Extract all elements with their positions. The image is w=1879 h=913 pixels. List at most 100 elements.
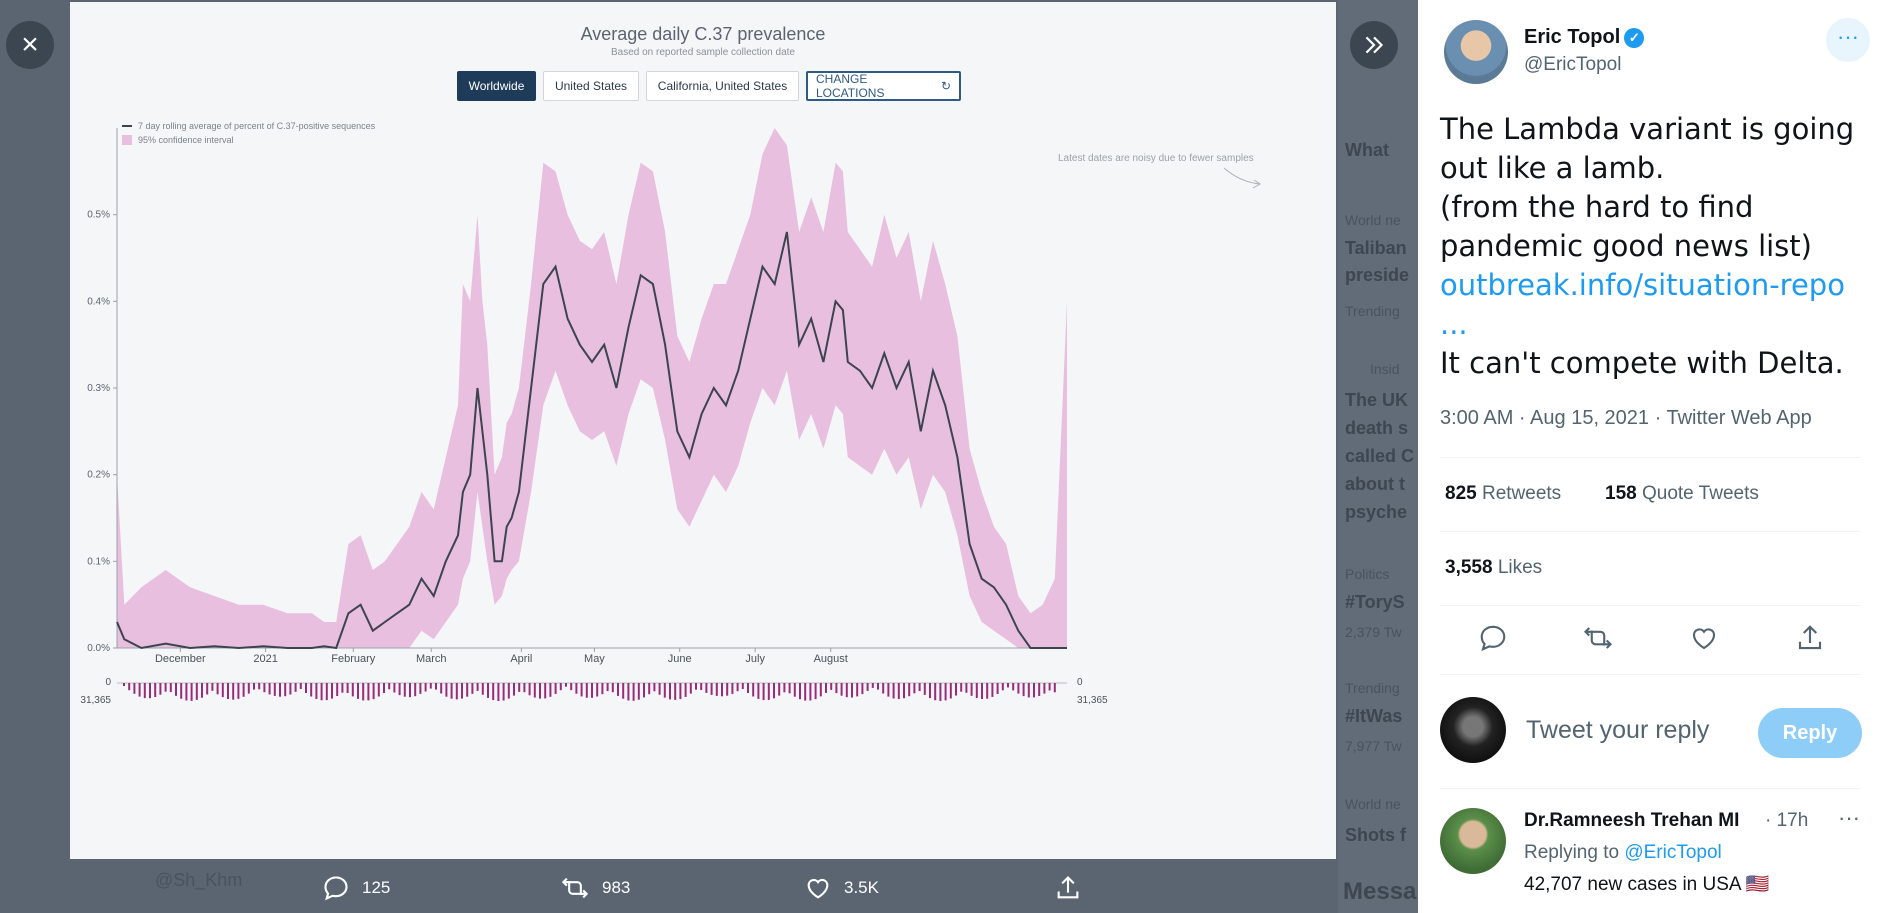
- count-bar: [575, 683, 578, 694]
- count-bar: [1053, 683, 1056, 693]
- count-bar: [565, 683, 567, 687]
- close-icon: ×: [21, 28, 39, 61]
- like-button[interactable]: [1689, 623, 1721, 655]
- likes-stat[interactable]: 3,558 Likes: [1445, 557, 1542, 579]
- heart-icon: [807, 878, 829, 899]
- count-bar: [175, 683, 177, 696]
- close-button[interactable]: ×: [6, 21, 54, 69]
- count-bar: [918, 683, 921, 692]
- media-retweet-count: 983: [602, 878, 631, 897]
- media-reply-button[interactable]: 125: [322, 874, 390, 902]
- count-bar: [502, 683, 505, 701]
- reply-author-name[interactable]: Dr.Ramneesh Trehan MI: [1524, 810, 1740, 831]
- count-bar: [793, 683, 796, 697]
- count-bar: [263, 683, 266, 693]
- location-button-united-states[interactable]: United States: [543, 71, 639, 101]
- bg-fragment: 2,379 Tw: [1345, 624, 1402, 640]
- media-retweet-button[interactable]: 983: [560, 874, 630, 902]
- reply-submit-button[interactable]: Reply: [1758, 708, 1862, 758]
- count-bar: [965, 683, 968, 693]
- count-bar: [180, 683, 183, 699]
- replying-to-handle[interactable]: @EricTopol: [1624, 842, 1722, 863]
- note-arrowhead: [1252, 179, 1261, 189]
- x-tick-label: July: [745, 653, 765, 665]
- reply-more-button[interactable]: ···: [1838, 805, 1860, 830]
- retweets-stat[interactable]: 825 Retweets: [1445, 483, 1561, 505]
- replying-to: Replying to @EricTopol: [1524, 842, 1722, 864]
- expand-sidebar-button[interactable]: [1350, 21, 1398, 69]
- count-bar: [996, 683, 999, 694]
- legend-band: 95% confidence interval: [122, 135, 234, 145]
- count-bar: [596, 683, 599, 697]
- bg-fragment: What: [1345, 140, 1389, 160]
- count-bar: [913, 683, 916, 694]
- share-button[interactable]: [1795, 623, 1827, 655]
- count-bar: [190, 683, 193, 701]
- count-bar: [367, 683, 370, 701]
- author-avatar[interactable]: [1444, 20, 1508, 84]
- quote-tweets-stat[interactable]: 158 Quote Tweets: [1605, 483, 1759, 505]
- count-bar: [580, 683, 583, 697]
- count-bar: [830, 683, 833, 690]
- count-bar: [799, 683, 801, 700]
- count-bar: [409, 683, 411, 698]
- count-bar: [294, 683, 297, 692]
- count-bar: [539, 683, 541, 699]
- count-bar: [934, 683, 937, 701]
- quote-tweets-count: 158: [1605, 483, 1637, 504]
- count-bar: [851, 683, 853, 698]
- count-bar: [1027, 683, 1030, 698]
- count-bar: [970, 683, 973, 696]
- chart-image: Average daily C.37 prevalence Based on r…: [70, 2, 1336, 859]
- bg-fragment: death s: [1345, 418, 1409, 438]
- tweet-link[interactable]: outbreak.info/situation-repo: [1440, 268, 1845, 302]
- media-like-button[interactable]: 3.5K: [804, 874, 879, 902]
- count-bar: [658, 683, 661, 695]
- count-bar: [991, 683, 994, 697]
- tweet-link-ellipsis[interactable]: ...: [1440, 307, 1468, 341]
- double-chevron-icon: [1365, 36, 1384, 54]
- count-bar: [331, 683, 333, 699]
- divider: [1440, 457, 1860, 458]
- location-button-worldwide[interactable]: Worldwide: [457, 71, 536, 101]
- author-name[interactable]: Eric Topol ✓: [1524, 26, 1645, 49]
- count-bar: [845, 683, 848, 698]
- more-options-button[interactable]: ···: [1826, 18, 1870, 62]
- reply-input[interactable]: Tweet your reply: [1526, 716, 1710, 744]
- share-icon: [1057, 876, 1079, 899]
- count-bar: [211, 683, 214, 691]
- reply-author-avatar[interactable]: [1440, 808, 1506, 874]
- count-bar: [679, 683, 682, 700]
- media-share-button[interactable]: [1054, 874, 1082, 902]
- count-bar: [206, 683, 209, 695]
- noisy-dates-note: Latest dates are noisy due to fewer samp…: [1058, 153, 1254, 164]
- bg-fragment: 7,977 Tw: [1345, 738, 1402, 754]
- tweet-text-line: It can't compete with Delta.: [1440, 346, 1844, 380]
- reply-button[interactable]: [1478, 623, 1510, 655]
- tweet-timestamp[interactable]: 3:00 AM · Aug 15, 2021 · Twitter Web App: [1440, 407, 1812, 429]
- reply-text: 42,707 new cases in USA 🇺🇸: [1524, 874, 1770, 895]
- count-bar: [123, 683, 125, 686]
- count-bar: [960, 683, 963, 692]
- change-locations-button[interactable]: CHANGE LOCATIONS ↻: [806, 71, 961, 101]
- count-bar: [258, 683, 261, 690]
- count-bar: [450, 683, 453, 699]
- count-bar: [273, 683, 276, 696]
- bg-fragment: Taliban: [1345, 238, 1407, 258]
- count-bar: [247, 683, 250, 694]
- count-bar: [523, 683, 526, 693]
- change-locations-label: CHANGE LOCATIONS: [816, 72, 885, 100]
- bg-fragment: preside: [1345, 265, 1410, 285]
- author-handle[interactable]: @EricTopol: [1524, 54, 1622, 75]
- count-bar: [637, 683, 640, 700]
- bg-fragment: Insid: [1370, 361, 1400, 377]
- retweet-icon: [1583, 627, 1613, 649]
- tweet-text: The Lambda variant is going out like a l…: [1440, 110, 1860, 383]
- count-bar: [528, 683, 531, 696]
- location-button-california[interactable]: California, United States: [646, 71, 799, 101]
- count-bar: [617, 683, 619, 696]
- count-bar: [289, 683, 292, 695]
- retweet-button[interactable]: [1582, 623, 1614, 655]
- reply-time[interactable]: · 17h: [1765, 810, 1809, 831]
- count-bar: [929, 683, 931, 699]
